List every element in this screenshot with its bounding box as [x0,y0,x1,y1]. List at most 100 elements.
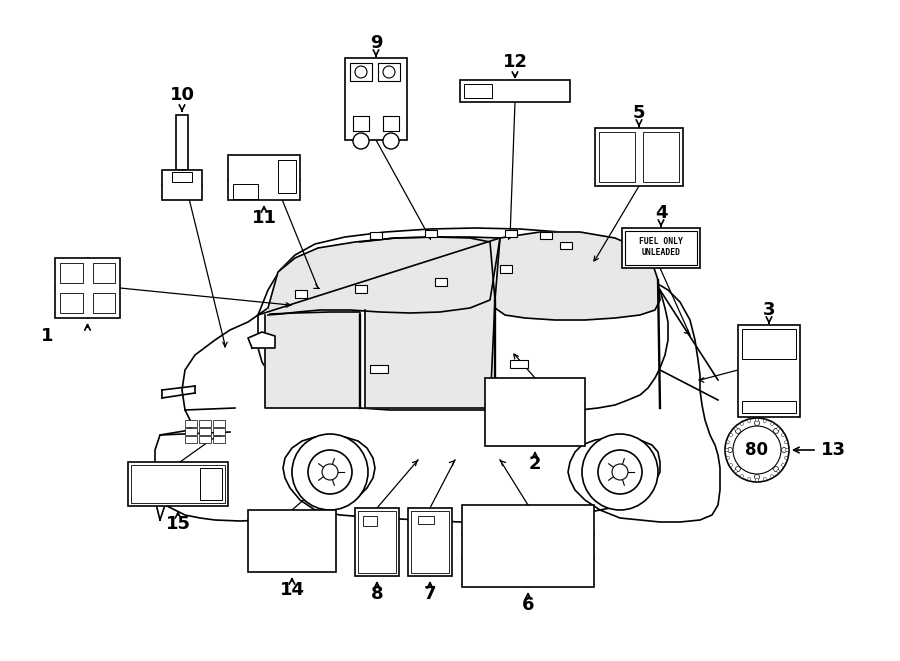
Bar [185,420,197,427]
Text: 10: 10 [169,86,194,104]
Bar [345,58,407,140]
Bar [213,436,225,443]
Text: 15: 15 [166,515,191,533]
Bar [510,360,528,368]
Circle shape [726,456,730,459]
Bar [363,516,377,526]
Circle shape [308,450,352,494]
Circle shape [781,447,787,453]
Bar [460,80,570,102]
Bar [185,436,197,443]
Bar [278,160,296,193]
Bar [378,63,400,81]
Bar [172,172,192,182]
Circle shape [755,418,759,422]
Bar [462,505,594,587]
Circle shape [725,449,728,451]
Circle shape [741,475,743,477]
Bar [233,184,258,199]
Bar [162,170,202,200]
Circle shape [748,477,751,481]
Bar [199,428,211,435]
Circle shape [741,422,743,426]
Circle shape [774,467,778,471]
Circle shape [755,479,759,481]
Bar [742,401,796,413]
Bar [228,155,300,200]
Polygon shape [258,228,668,410]
Bar [435,278,447,286]
Bar [131,465,225,503]
Text: 7: 7 [424,585,436,603]
Text: FUEL ONLY: FUEL ONLY [639,237,683,247]
Bar [93,293,115,313]
Text: 4: 4 [655,204,667,222]
Bar [425,230,437,237]
Circle shape [582,434,658,510]
Circle shape [612,464,628,480]
Circle shape [754,475,760,479]
Bar [295,290,307,298]
Bar [485,378,585,446]
Text: 14: 14 [280,581,304,599]
Bar [540,232,552,239]
Text: 11: 11 [251,209,276,227]
Circle shape [763,420,766,422]
Bar [742,329,796,359]
Bar [370,232,382,239]
Polygon shape [268,237,500,315]
Circle shape [763,477,766,481]
Circle shape [735,428,741,434]
Circle shape [322,464,338,480]
Circle shape [383,133,399,149]
Bar [60,263,83,283]
Bar [355,285,367,293]
Circle shape [355,66,367,78]
Bar [213,428,225,435]
Text: 1: 1 [40,327,53,345]
Bar [128,462,228,506]
Circle shape [774,428,778,434]
Bar [560,242,572,249]
Bar [505,230,517,237]
Polygon shape [265,312,360,408]
Circle shape [735,467,741,471]
Bar [411,511,449,573]
Bar [200,468,222,500]
Bar [358,511,396,573]
Bar [500,265,512,273]
Bar [213,420,225,427]
Circle shape [786,449,788,451]
Circle shape [726,441,730,444]
Bar [464,84,492,98]
Bar [370,365,388,373]
Circle shape [770,422,773,426]
Polygon shape [383,116,399,131]
Circle shape [734,470,737,473]
Circle shape [353,133,369,149]
Circle shape [292,434,368,510]
Bar [55,258,120,318]
Bar [185,428,197,435]
Circle shape [754,420,760,426]
Bar [408,508,452,576]
Bar [643,132,679,182]
Bar [248,510,336,572]
Bar [176,115,188,170]
Bar [622,228,700,268]
Text: 12: 12 [502,53,527,71]
Circle shape [727,447,733,453]
Text: 8: 8 [371,585,383,603]
Circle shape [598,450,642,494]
Circle shape [777,427,779,430]
Bar [738,325,800,417]
Bar [199,420,211,427]
Circle shape [734,427,737,430]
Polygon shape [248,332,275,348]
Circle shape [383,66,395,78]
Circle shape [730,463,733,467]
Bar [599,132,635,182]
Text: 80: 80 [745,441,769,459]
Circle shape [781,434,785,436]
Text: 2: 2 [529,455,541,473]
